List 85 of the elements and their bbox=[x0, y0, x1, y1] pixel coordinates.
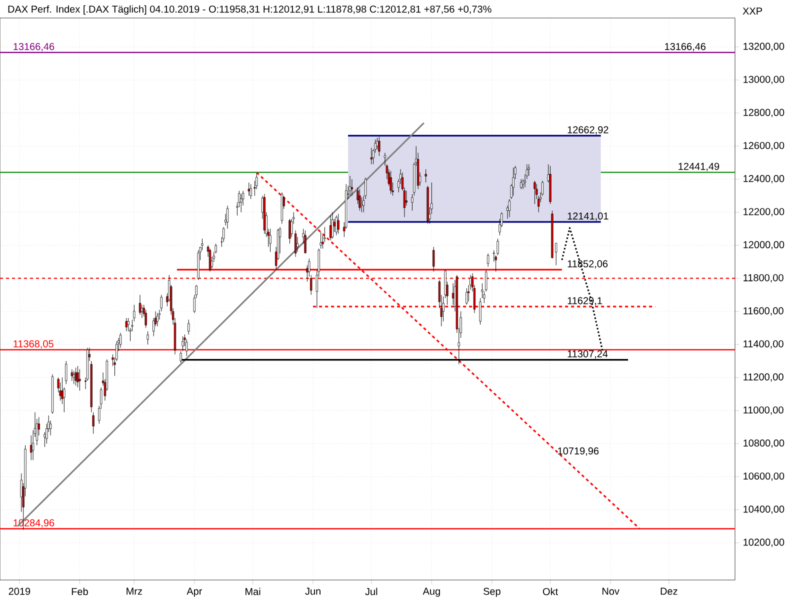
candlestick bbox=[76, 366, 79, 388]
candlestick bbox=[74, 367, 77, 386]
candlestick bbox=[240, 194, 242, 212]
y-tick-label: 10800,00 bbox=[744, 440, 784, 448]
y-tick-label: 10400,00 bbox=[744, 506, 784, 514]
y-tick-label: 12400,00 bbox=[744, 175, 784, 184]
candlestick bbox=[485, 270, 488, 292]
candlestick bbox=[528, 164, 530, 176]
ref-line-label: 11368,05 bbox=[14, 340, 54, 349]
y-axis-title: XXP bbox=[742, 8, 762, 14]
x-tick-label: Jun bbox=[305, 588, 320, 595]
annotation: 10719,96 bbox=[558, 447, 599, 456]
y-tick-label: 12800,00 bbox=[744, 108, 784, 118]
candlestick bbox=[72, 370, 75, 384]
annotation: 12662,92 bbox=[568, 126, 608, 135]
candlestick bbox=[331, 212, 334, 239]
candlestick bbox=[337, 214, 340, 234]
y-tick-label: 11600,00 bbox=[744, 307, 784, 316]
y-tick-label: 12200,00 bbox=[744, 208, 784, 216]
candlestick bbox=[466, 288, 468, 306]
x-tick-label: Dez bbox=[660, 588, 678, 595]
y-tick-label: 10200,00 bbox=[744, 538, 784, 547]
y-tick-label: 11400,00 bbox=[744, 340, 784, 349]
x-tick-label: 2019 bbox=[8, 588, 30, 595]
chart-title: DAX Perf. Index [.DAX Täglich] 04.10.2019 - O:11958,31 H:12012,91 L:11878,98 C:12012,81 +87,56 +0,73% bbox=[8, 5, 492, 15]
candlestick bbox=[92, 412, 94, 434]
candlestick bbox=[405, 190, 408, 206]
candlestick bbox=[320, 232, 322, 249]
x-tick-label: Feb bbox=[72, 588, 88, 596]
candlestick bbox=[182, 336, 184, 352]
candlestick bbox=[78, 369, 81, 391]
candlestick bbox=[424, 168, 427, 183]
candlestick bbox=[358, 188, 361, 211]
x-tick-label: Aug bbox=[422, 588, 440, 597]
y-tick-label: 10600,00 bbox=[744, 472, 784, 481]
candlestick bbox=[156, 312, 159, 327]
x-tick-label: Jul bbox=[365, 588, 378, 596]
x-tick-label: Mrz bbox=[126, 588, 142, 595]
candlestick bbox=[146, 330, 149, 345]
x-tick-label: Nov bbox=[602, 588, 620, 595]
candlestick bbox=[304, 230, 306, 254]
annotation: 11307,24 bbox=[568, 350, 608, 359]
candlestick bbox=[201, 238, 204, 250]
candlestick bbox=[248, 182, 250, 196]
y-tick-label: 13200,00 bbox=[744, 42, 784, 52]
candlestick bbox=[144, 309, 147, 328]
candlestick bbox=[350, 178, 354, 196]
candlestick bbox=[370, 148, 372, 165]
candlestick bbox=[188, 319, 190, 335]
annotation: 13166,46 bbox=[665, 43, 706, 52]
x-tick-label: Okt bbox=[542, 588, 558, 596]
candlestick bbox=[508, 198, 511, 218]
candlestick bbox=[226, 205, 229, 229]
candlestick bbox=[65, 360, 68, 384]
candlestick bbox=[70, 369, 74, 382]
candlestick bbox=[296, 236, 299, 252]
annotation: 11852,06 bbox=[568, 260, 608, 269]
candlestick bbox=[288, 218, 291, 244]
x-tick-label: Mai bbox=[246, 588, 260, 596]
candlestick bbox=[125, 318, 128, 332]
candlestick bbox=[479, 298, 482, 325]
ref-line-label: 13166,46 bbox=[14, 43, 54, 52]
candlestick bbox=[520, 178, 522, 190]
candlestick bbox=[378, 136, 380, 156]
y-tick-label: 12600,00 bbox=[744, 142, 784, 150]
candlestick bbox=[390, 170, 392, 194]
y-tick-label: 11000,00 bbox=[744, 406, 784, 415]
candlestick bbox=[432, 246, 435, 272]
candlestick bbox=[534, 180, 536, 204]
candlestick bbox=[250, 184, 252, 200]
candlestick bbox=[335, 215, 338, 236]
candlestick bbox=[496, 238, 499, 256]
x-tick-label: Apr bbox=[186, 588, 202, 597]
annotation: 12441,49 bbox=[678, 162, 720, 172]
annotation: 11629,1 bbox=[568, 297, 602, 306]
annotation: 12141,01 bbox=[568, 212, 608, 221]
candlestick bbox=[329, 215, 332, 241]
y-tick-label: 11200,00 bbox=[744, 373, 784, 382]
x-tick-label: Sep bbox=[484, 588, 500, 597]
y-tick-label: 12000,00 bbox=[744, 241, 784, 250]
y-tick-label: 11800,00 bbox=[744, 274, 784, 282]
candlestick bbox=[486, 253, 490, 268]
candlestick bbox=[512, 167, 514, 196]
candlestick bbox=[269, 228, 272, 252]
y-tick-label: 13000,00 bbox=[744, 76, 784, 84]
